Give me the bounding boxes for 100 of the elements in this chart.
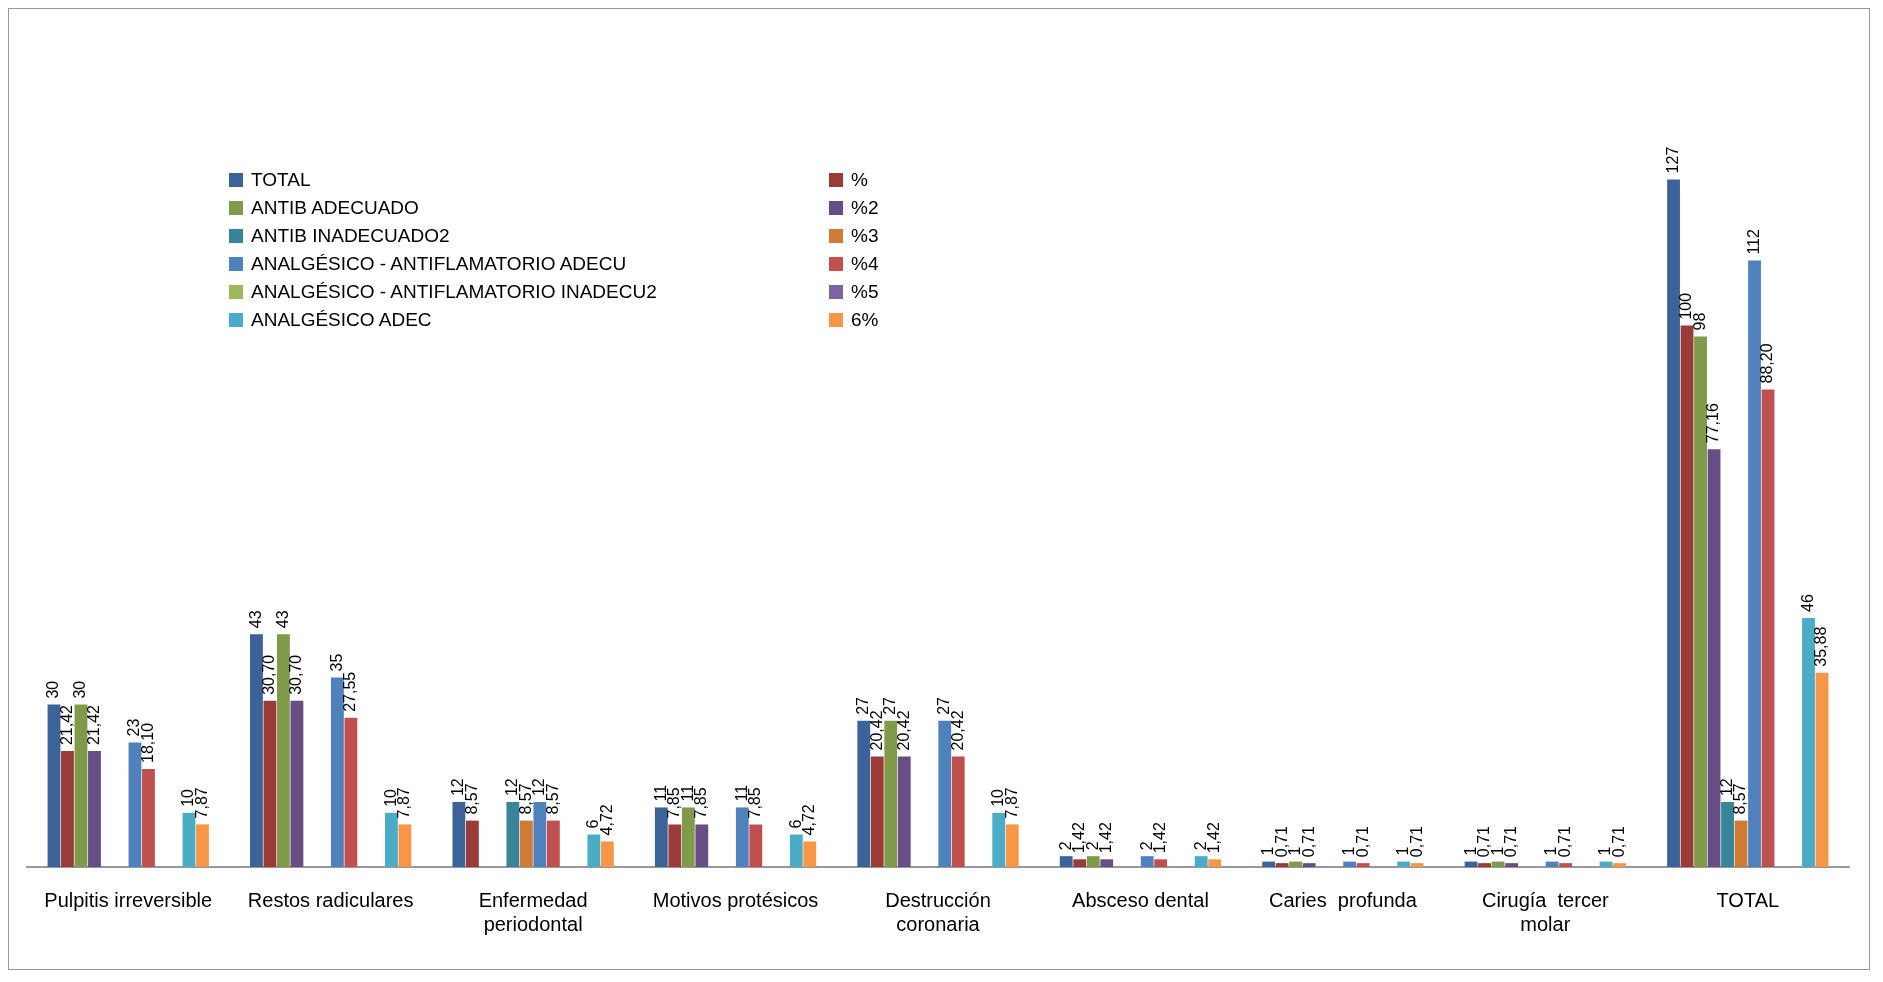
data-label: 8,57 <box>462 783 480 815</box>
bar <box>870 756 884 867</box>
data-label: 7,85 <box>746 787 764 819</box>
data-label: 27,55 <box>341 671 359 712</box>
legend-label: TOTAL <box>251 169 311 191</box>
bar <box>1505 863 1518 867</box>
legend-label: ANTIB INADECUADO2 <box>251 225 450 247</box>
bar <box>1478 863 1492 867</box>
bar <box>1154 859 1168 867</box>
bar <box>1410 863 1424 867</box>
x-tick-label: Restos radiculares <box>247 888 414 911</box>
legend-label: 6% <box>851 309 879 331</box>
data-label: 46 <box>1798 594 1816 612</box>
legend-label: %5 <box>851 281 879 303</box>
data-label: 0,71 <box>1555 825 1573 858</box>
bar <box>695 824 709 867</box>
data-label: 20,42 <box>948 710 966 751</box>
data-label: 7,85 <box>692 787 710 819</box>
bar <box>331 677 344 867</box>
bar <box>1734 820 1748 867</box>
bar <box>506 802 520 867</box>
legend-label: ANALGÉSICO - ANTIFLAMATORIO INADECU2 <box>251 281 657 303</box>
data-label: 4,72 <box>597 804 615 836</box>
data-label: 35 <box>327 653 345 672</box>
bar <box>196 824 209 867</box>
bar <box>277 634 290 867</box>
data-label: 8,57 <box>543 783 561 815</box>
bar <box>681 807 695 867</box>
data-label: 20,42 <box>894 710 912 751</box>
x-tick-label: Caries profunda <box>1268 888 1418 911</box>
bar <box>1073 859 1087 867</box>
bar <box>1694 336 1707 867</box>
data-label: 88,20 <box>1758 343 1776 384</box>
bar <box>1491 861 1505 867</box>
data-label: 0,71 <box>1407 825 1425 858</box>
bar <box>1302 863 1316 867</box>
bar <box>1194 856 1208 867</box>
data-label: 4,72 <box>800 804 818 836</box>
x-tick-label: Motivos protésicos <box>652 888 819 911</box>
data-label: 127 <box>1663 146 1681 174</box>
bar <box>587 834 601 867</box>
data-label: 30,70 <box>260 654 278 695</box>
data-label: 21,42 <box>57 704 75 746</box>
bar <box>1748 260 1761 867</box>
bar <box>1343 861 1357 867</box>
data-label: 1,42 <box>1205 822 1223 854</box>
bar <box>1559 863 1572 867</box>
bar <box>1464 861 1478 867</box>
data-label: 7,87 <box>1002 787 1020 819</box>
bar <box>1208 859 1222 867</box>
legend-label: ANTIB ADECUADO <box>251 197 419 219</box>
legend-label: %3 <box>851 225 879 247</box>
data-label: 7,87 <box>395 787 413 819</box>
bar <box>398 824 412 867</box>
bar <box>1289 861 1303 867</box>
bar <box>1667 179 1680 867</box>
bar <box>1275 863 1289 867</box>
legend-label: %2 <box>851 197 879 219</box>
bar <box>519 820 533 867</box>
data-label: 7,87 <box>192 787 210 819</box>
bar <box>1802 617 1815 867</box>
bar <box>142 769 155 867</box>
bar <box>1100 859 1114 867</box>
bar <box>1059 856 1073 867</box>
bar <box>1613 863 1626 867</box>
bar <box>735 807 749 867</box>
data-label: 43 <box>273 610 291 629</box>
bar <box>1140 856 1154 867</box>
bar <box>344 717 358 867</box>
x-tick-label: Cirugía tercer molar <box>1481 888 1610 935</box>
bar <box>992 812 1006 867</box>
bar <box>290 700 304 867</box>
data-label: 0,71 <box>1502 825 1519 858</box>
bar <box>1721 802 1734 867</box>
data-label: 35,88 <box>1812 626 1830 667</box>
data-label: 77,16 <box>1704 403 1722 444</box>
bar <box>803 841 817 867</box>
bar <box>1761 389 1775 867</box>
bar <box>1397 861 1411 867</box>
x-tick-label: Pulpitis irreversible <box>44 888 213 911</box>
data-label: 30 <box>71 680 89 699</box>
data-label: 0,71 <box>1609 825 1627 858</box>
data-label: 112 <box>1744 228 1762 255</box>
bar <box>1262 861 1276 867</box>
data-label: 0,71 <box>1353 825 1371 858</box>
bar <box>533 802 547 867</box>
bar <box>654 807 668 867</box>
bar <box>1005 824 1019 867</box>
legend-label: %4 <box>851 253 879 275</box>
bar <box>1680 325 1694 867</box>
data-label: 18,10 <box>138 722 156 763</box>
data-label: 30 <box>44 680 62 699</box>
bar <box>182 812 196 867</box>
bar <box>951 756 965 867</box>
bar <box>74 704 88 867</box>
data-label: 1,42 <box>1151 822 1169 854</box>
bar <box>546 820 560 867</box>
bar <box>61 751 74 867</box>
data-label: 0,71 <box>1299 825 1317 858</box>
data-label: 21,42 <box>84 704 102 746</box>
